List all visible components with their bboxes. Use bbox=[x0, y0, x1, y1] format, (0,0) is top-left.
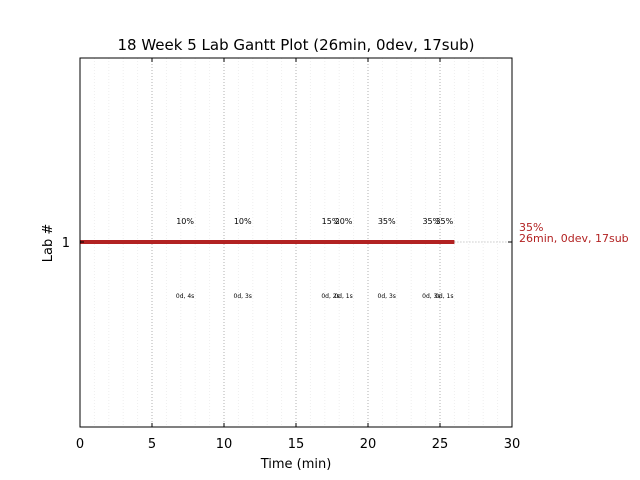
series-label-pct: 35% bbox=[519, 221, 543, 234]
event-labels: 10% 0d, 4s 10% 0d, 3s 15% 0d, 2s 20% 0d, 1s 35% 0… bbox=[176, 217, 454, 300]
event-percent-label: 35% bbox=[422, 217, 440, 226]
x-tick-label: 15 bbox=[288, 437, 305, 452]
event-info-label: 0d, 1s bbox=[435, 293, 453, 300]
event-info-label: 0d, 3s bbox=[234, 293, 252, 300]
event-percent-label: 35% bbox=[435, 217, 453, 226]
event-percent-label: 10% bbox=[176, 217, 194, 226]
x-tick-label: 10 bbox=[216, 437, 233, 452]
y-tick-label: 1 bbox=[62, 236, 70, 251]
x-tick-label: 30 bbox=[504, 437, 521, 452]
event-percent-label: 35% bbox=[378, 217, 396, 226]
gantt-bars bbox=[80, 240, 512, 244]
x-tick-label: 5 bbox=[148, 437, 156, 452]
gantt-bar bbox=[80, 240, 455, 244]
x-axis-ticks: 0 5 10 15 20 25 30 bbox=[76, 58, 520, 452]
event-info-label: 0d, 2s bbox=[321, 293, 339, 300]
x-tick-label: 0 bbox=[76, 437, 84, 452]
event-info-label: 0d, 3s bbox=[422, 293, 440, 300]
chart-title: 18 Week 5 Lab Gantt Plot (26min, 0dev, 1… bbox=[117, 36, 474, 54]
x-tick-label: 25 bbox=[432, 437, 449, 452]
x-axis-label: Time (min) bbox=[260, 457, 332, 472]
event-percent-label: 15% bbox=[322, 217, 340, 226]
event-info-label: 0d, 4s bbox=[176, 293, 194, 300]
x-tick-label: 20 bbox=[360, 437, 377, 452]
series-label-summary: 26min, 0dev, 17sub bbox=[519, 232, 629, 245]
event-info-label: 0d, 3s bbox=[378, 293, 396, 300]
y-axis-label: Lab # bbox=[41, 224, 56, 263]
event-info-label: 0d, 1s bbox=[334, 293, 352, 300]
y-axis-ticks: 1 bbox=[62, 236, 512, 251]
event-percent-label: 10% bbox=[234, 217, 252, 226]
event-percent-label: 20% bbox=[335, 217, 353, 226]
